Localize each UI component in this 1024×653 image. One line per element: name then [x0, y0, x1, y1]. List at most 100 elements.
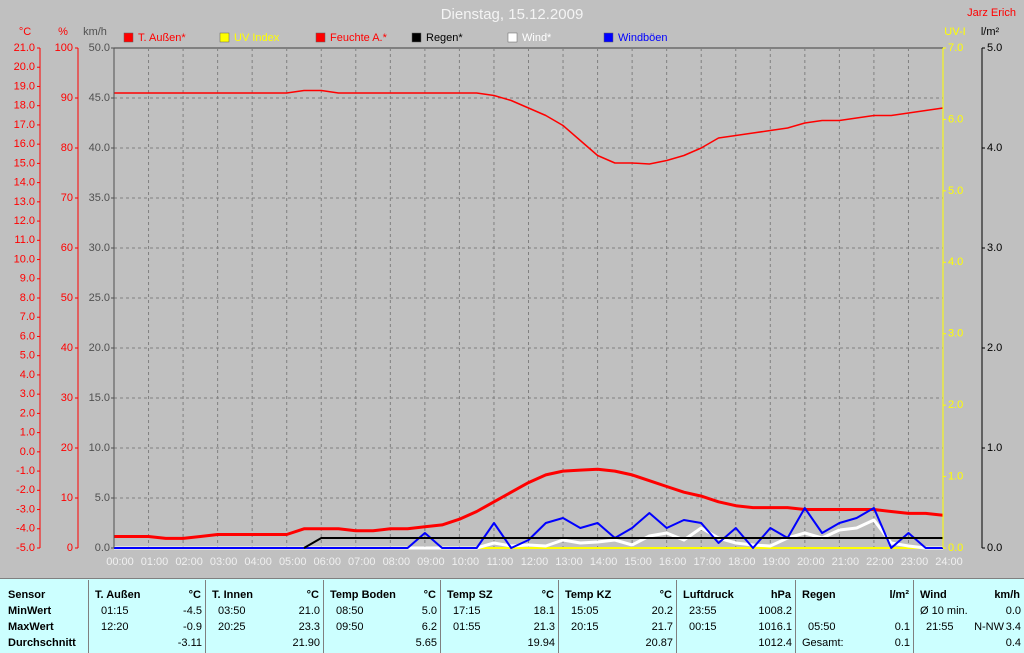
- x-tick-label: 11:00: [487, 556, 514, 568]
- x-tick-label: 15:00: [624, 556, 652, 568]
- column-name: Temp SZ: [447, 589, 493, 601]
- legend-label: UV Index: [234, 32, 280, 44]
- cell-value: 20.2: [652, 605, 673, 617]
- author: Jarz Erich: [967, 7, 1016, 19]
- y-tick-label: 10.0: [89, 442, 110, 454]
- row-label: Durchschnitt: [8, 637, 76, 649]
- column-name: T. Außen: [95, 589, 141, 601]
- row-label: Sensor: [8, 589, 46, 601]
- x-tick-label: 19:00: [763, 556, 791, 568]
- x-tick-label: 18:00: [728, 556, 756, 568]
- y-tick-label: 4.0: [987, 142, 1002, 154]
- column-name: Temp Boden: [330, 589, 396, 601]
- row-label: MinWert: [8, 605, 52, 617]
- axes: 00:00 01:00 02:00 03:00 04:00 05:00 06:00 07:00…: [14, 26, 1003, 568]
- cell-value: 0.1: [895, 621, 910, 633]
- series-line: [303, 537, 943, 549]
- y-tick-label: 50: [61, 292, 73, 304]
- cell-value: 20.87: [645, 637, 673, 649]
- legend-label: Wind*: [522, 32, 552, 44]
- y-tick-label: 0.0: [95, 542, 110, 554]
- y-tick-label: 13.0: [14, 196, 35, 208]
- x-tick-label: 09:00: [417, 556, 445, 568]
- cell-value: 0.1: [895, 637, 910, 649]
- cell-value: -3.11: [178, 637, 202, 649]
- cell-value: 1008.2: [758, 605, 792, 617]
- cell-time: 20:25: [218, 621, 246, 633]
- legend-swatch: [603, 32, 614, 43]
- y-tick-label: 70: [61, 192, 73, 204]
- cell-value: 5.65: [416, 637, 437, 649]
- y-tick-label: 1.0: [20, 427, 35, 439]
- y-tick-label: -3.0: [16, 503, 35, 515]
- y-tick-label: 1.0: [987, 442, 1002, 454]
- column-unit: °C: [542, 589, 554, 601]
- chart-background: [0, 0, 1024, 578]
- column-unit: °C: [189, 589, 201, 601]
- column-name: Temp KZ: [565, 589, 612, 601]
- y-tick-label: 45.0: [89, 92, 110, 104]
- y-tick-label: 2.0: [948, 399, 963, 411]
- column-name: Wind: [920, 589, 947, 601]
- x-tick-label: 23:00: [901, 556, 929, 568]
- series-line: [114, 89, 944, 165]
- legend-swatch: [219, 32, 230, 43]
- x-tick-label: 13:00: [555, 556, 583, 568]
- cell-value: 18.1: [534, 605, 555, 617]
- y-tick-label: -5.0: [16, 542, 35, 554]
- y-tick-label: 4.0: [948, 256, 963, 268]
- column-name: T. Innen: [212, 589, 253, 601]
- column-name: Regen: [802, 589, 836, 601]
- y-tick-label: 21.0: [14, 42, 35, 54]
- legend-swatch: [507, 32, 518, 43]
- y-tick-label: 15.0: [89, 392, 110, 404]
- column-unit: °C: [424, 589, 436, 601]
- axis-unit: l/m²: [981, 26, 1000, 38]
- cell-time: 17:15: [453, 605, 481, 617]
- y-tick-label: 5.0: [20, 350, 35, 362]
- cell-value: 23.3: [299, 621, 320, 633]
- cell-value: 21.0: [299, 605, 320, 617]
- x-tick-label: 04:00: [244, 556, 272, 568]
- x-tick-label: 10:00: [452, 556, 480, 568]
- cell-value: 0.0: [1006, 605, 1021, 617]
- cell-time: 01:55: [453, 621, 481, 633]
- axis-unit: km/h: [83, 26, 107, 38]
- cell-value: -4.5: [183, 605, 202, 617]
- y-tick-label: 15.0: [14, 157, 35, 169]
- legend: T. Außen* UV Index Feuchte A.* Regen* Wind* W…: [123, 32, 668, 44]
- cell-time: 15:05: [571, 605, 599, 617]
- column-unit: °C: [660, 589, 672, 601]
- cell-value: 3.4: [1006, 621, 1021, 633]
- y-tick-label: 35.0: [89, 192, 110, 204]
- cell-value: 5.0: [422, 605, 437, 617]
- y-tick-label: 7.0: [20, 311, 35, 323]
- cell-time: 01:15: [101, 605, 129, 617]
- y-tick-label: 5.0: [948, 185, 963, 197]
- table-background: [0, 578, 1024, 653]
- cell-value: 19.94: [527, 637, 555, 649]
- y-tick-label: -4.0: [16, 523, 35, 535]
- y-tick-label: 6.0: [20, 330, 35, 342]
- y-tick-label: 2.0: [20, 407, 35, 419]
- y-tick-label: 17.0: [14, 119, 35, 131]
- lines: [114, 89, 944, 550]
- column-name: Luftdruck: [683, 589, 735, 601]
- cell-value: 1016.1: [758, 621, 792, 633]
- legend-label: Regen*: [426, 32, 463, 44]
- series-line: [114, 507, 943, 549]
- column-unit: hPa: [771, 589, 792, 601]
- y-tick-label: 3.0: [987, 242, 1002, 254]
- legend-swatch: [315, 32, 326, 43]
- y-tick-label: 4.0: [20, 369, 35, 381]
- y-tick-label: 1.0: [948, 470, 963, 482]
- x-tick-label: 22:00: [866, 556, 894, 568]
- y-tick-label: 9.0: [20, 273, 35, 285]
- y-tick-label: 0.0: [20, 446, 35, 458]
- y-tick-label: 30.0: [89, 242, 110, 254]
- y-tick-label: -2.0: [16, 484, 35, 496]
- legend-label: T. Außen*: [138, 32, 186, 44]
- x-tick-label: 24:00: [935, 556, 963, 568]
- cell-label: Gesamt:: [802, 637, 844, 649]
